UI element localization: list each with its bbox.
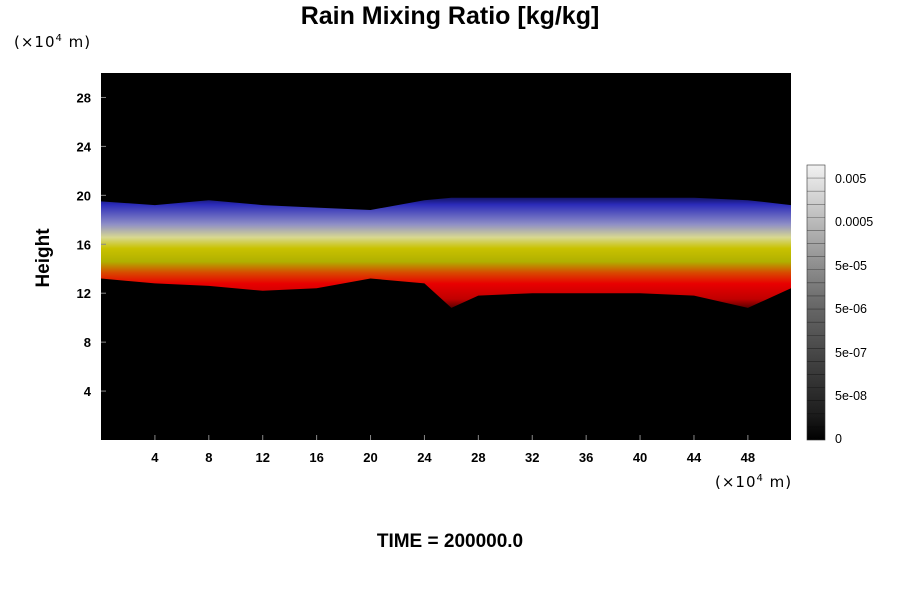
- y-tick-label: 8: [84, 335, 91, 350]
- colorbar-ticks: 0.005 0.0005 5e-05 5e-06 5e-07 5e-08 0: [806, 164, 873, 446]
- y-tick-label: 12: [77, 286, 91, 301]
- y-tick-label: 16: [77, 237, 91, 252]
- colorbar-tick-label: 0: [835, 432, 842, 446]
- x-unit-exponent: 4: [756, 473, 764, 484]
- x-tick-label: 8: [205, 450, 212, 465]
- x-tick-label: 16: [309, 450, 323, 465]
- x-axis-unit: (×104 m): [715, 473, 792, 491]
- x-unit-prefix: (×10: [715, 473, 757, 491]
- y-axis-unit: (×104 m): [14, 33, 91, 51]
- rain-band: [101, 197, 791, 308]
- x-tick-label: 44: [687, 450, 702, 465]
- colorbar-tick-label: 5e-07: [835, 346, 867, 360]
- y-axis-ticks: 4 8 12 16 20 24 28: [77, 90, 106, 399]
- x-tick-label: 4: [151, 450, 159, 465]
- colorbar-tick-label: 5e-05: [835, 259, 867, 273]
- colorbar-tick-label: 0.0005: [835, 215, 873, 229]
- x-tick-label: 40: [633, 450, 647, 465]
- y-tick-label: 20: [77, 188, 91, 203]
- colorbar-frame: [806, 164, 826, 441]
- y-tick-label: 4: [84, 384, 92, 399]
- y-tick-label: 28: [77, 90, 91, 105]
- x-unit-suffix: m): [763, 473, 793, 491]
- y-tick-label: 24: [77, 139, 92, 154]
- y-unit-prefix: (×10: [14, 33, 56, 51]
- y-unit-exponent: 4: [55, 33, 63, 44]
- rain-band-area: [101, 197, 791, 308]
- x-axis-ticks: 4 8 12 16 20 24 28 32 36 40 44 48: [151, 435, 755, 465]
- x-tick-label: 20: [363, 450, 377, 465]
- chart-title: Rain Mixing Ratio [kg/kg]: [300, 2, 600, 30]
- colorbar-tick-label: 5e-06: [835, 302, 867, 316]
- colorbar-tick-label: 5e-08: [835, 389, 867, 403]
- x-tick-label: 12: [255, 450, 269, 465]
- x-tick-label: 32: [525, 450, 539, 465]
- x-tick-label: 24: [417, 450, 432, 465]
- time-label: TIME = 200000.0: [376, 531, 524, 552]
- x-tick-label: 36: [579, 450, 593, 465]
- x-tick-label: 28: [471, 450, 485, 465]
- y-unit-suffix: m): [62, 33, 92, 51]
- colorbar: [807, 165, 825, 440]
- x-tick-label: 48: [741, 450, 755, 465]
- colorbar-tick-label: 0.005: [835, 172, 866, 186]
